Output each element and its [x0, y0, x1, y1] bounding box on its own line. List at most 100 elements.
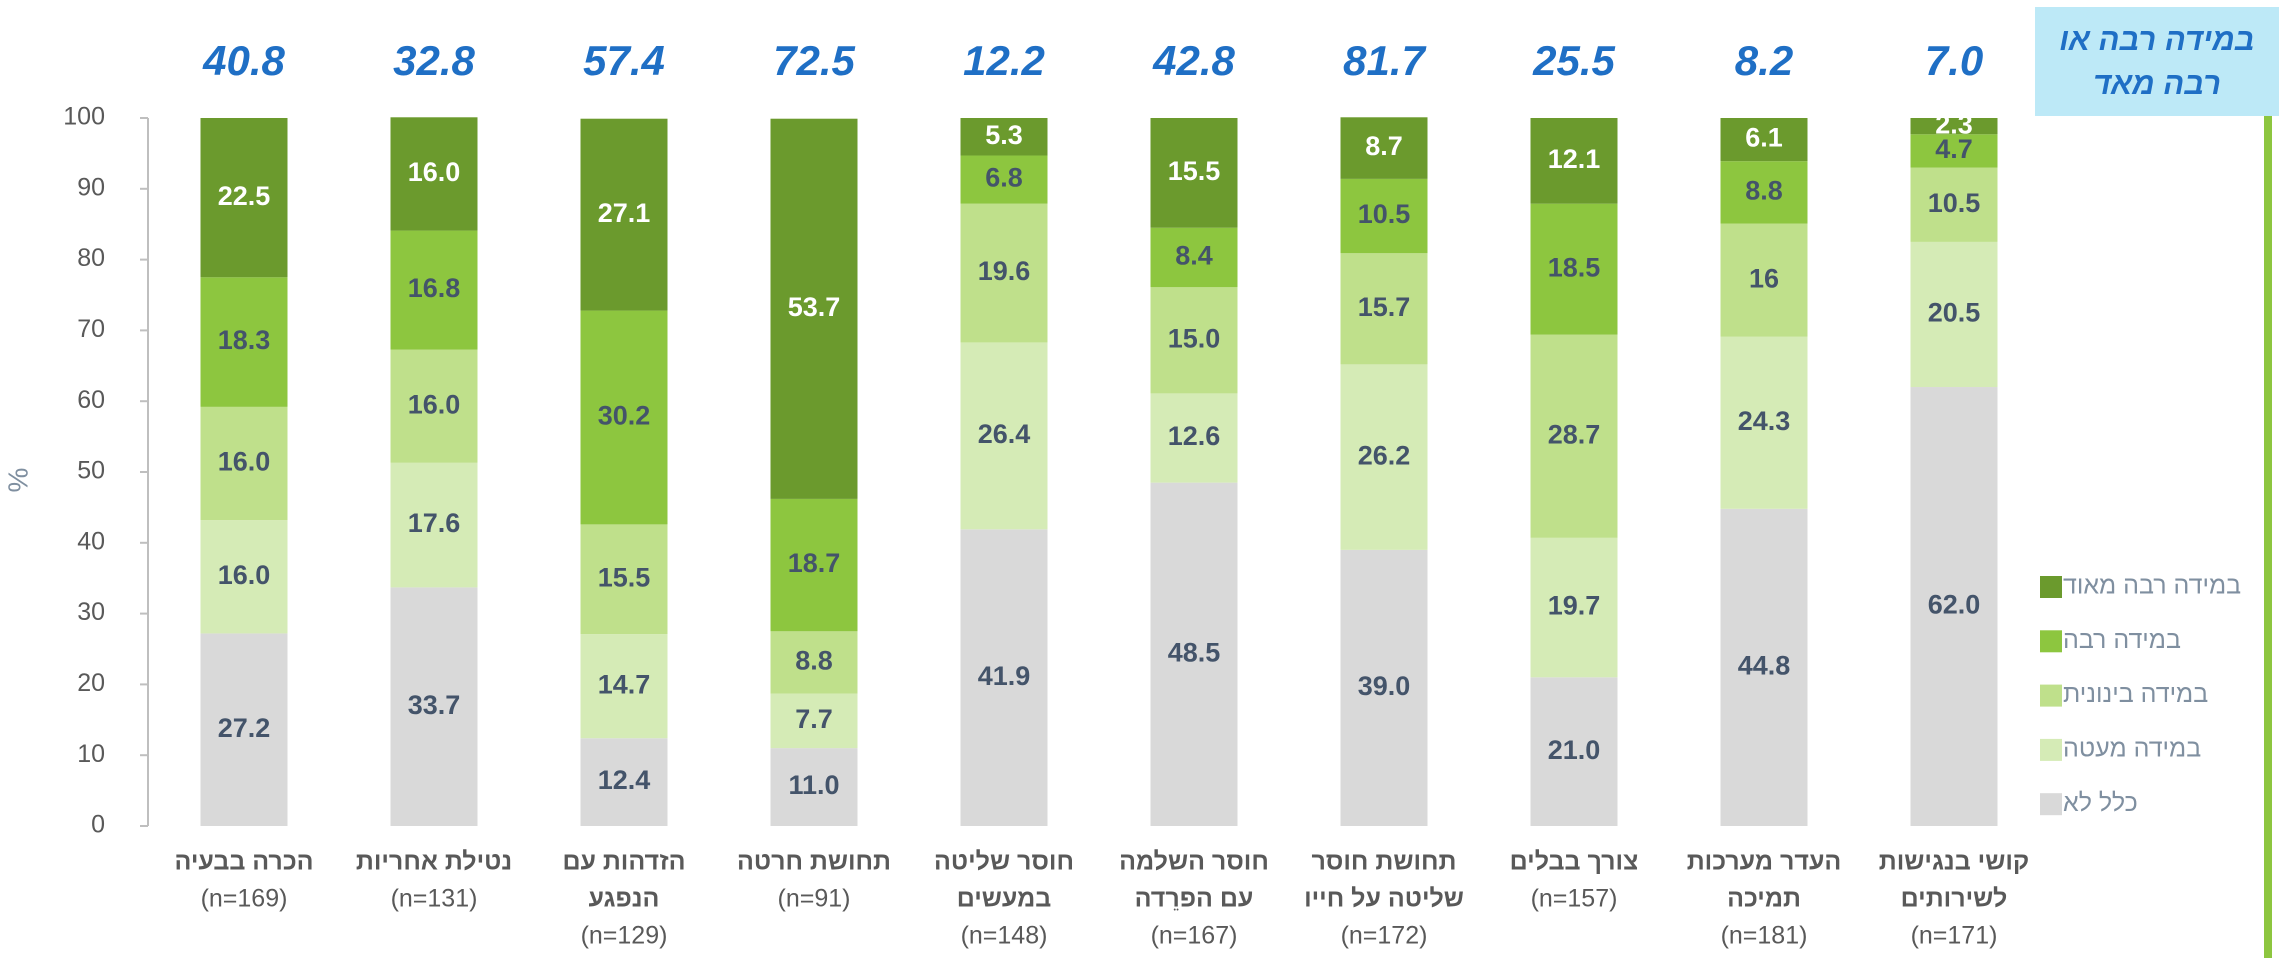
y-tick-label: 80	[77, 244, 105, 272]
bar-segment	[960, 203, 1048, 343]
bar-segment	[1720, 508, 1808, 826]
data-label: 41.9	[978, 661, 1031, 691]
y-tick-label: 50	[77, 457, 105, 485]
data-label: 10.5	[1358, 199, 1411, 229]
bar-segment	[1530, 118, 1618, 204]
bar-segment	[960, 342, 1048, 530]
y-tick-label: 100	[63, 103, 105, 131]
x-tick-label: (n=157)	[1531, 885, 1618, 913]
bar-segment	[390, 587, 478, 826]
data-label: 21.0	[1548, 735, 1601, 765]
data-label: 8.4	[1175, 241, 1213, 271]
bar-segment	[1530, 537, 1618, 678]
bar-segment	[1720, 118, 1808, 162]
data-label: 4.7	[1935, 134, 1973, 164]
bar-segment	[580, 118, 668, 311]
x-tick-label: עם הפרֵדה	[1135, 885, 1254, 913]
data-label: 16.0	[408, 389, 461, 419]
bar-segment	[200, 118, 288, 278]
x-tick-label: הכרה בבעיה	[174, 848, 313, 876]
highlight-title: במידה רבה או	[2059, 22, 2254, 57]
data-label: 19.7	[1548, 591, 1601, 621]
bar-segment	[390, 462, 478, 588]
highlight-label: 32.8	[393, 37, 475, 84]
data-label: 19.6	[978, 256, 1031, 286]
bar-segment	[960, 155, 1048, 204]
x-tick-label: (n=172)	[1341, 922, 1428, 950]
y-tick-label: 0	[91, 811, 105, 839]
bar-segment	[200, 406, 288, 521]
data-label: 16.0	[218, 447, 271, 477]
legend-label: במידה רבה	[2063, 626, 2181, 654]
bar-segment	[390, 230, 478, 350]
x-tick-label: חוסר שליטה	[934, 848, 1074, 876]
legend-swatch	[2040, 630, 2062, 653]
data-label: 28.7	[1548, 419, 1601, 449]
data-label: 12.6	[1168, 421, 1221, 451]
y-tick-label: 10	[77, 740, 105, 768]
x-tick-label: (n=169)	[201, 885, 288, 913]
bar-segment	[1530, 203, 1618, 335]
data-label: 18.3	[218, 325, 271, 355]
bar-segment	[1150, 118, 1238, 228]
bar-segment	[1340, 178, 1428, 254]
data-label: 30.2	[598, 401, 651, 431]
x-tick-label: שליטה על חייו	[1304, 885, 1464, 913]
bar-segment	[770, 693, 858, 749]
data-label: 10.5	[1928, 188, 1981, 218]
bar-segment	[770, 498, 858, 632]
legend-swatch	[2040, 684, 2062, 707]
highlight-label: 12.2	[963, 37, 1045, 84]
data-label: 27.2	[218, 713, 271, 743]
data-label: 16.0	[218, 560, 271, 590]
highlight-label: 40.8	[202, 37, 285, 84]
x-tick-label: תחושת חוסר	[1312, 848, 1457, 876]
bar-segment	[1720, 336, 1808, 509]
highlight-box	[2035, 7, 2279, 116]
data-label: 33.7	[408, 690, 461, 720]
data-label: 26.4	[978, 419, 1031, 449]
data-label: 44.8	[1738, 651, 1791, 681]
bar-segment	[770, 631, 858, 694]
x-tick-label: חוסר השלמה	[1119, 848, 1269, 876]
x-tick-label: (n=171)	[1911, 922, 1998, 950]
data-label: 16	[1749, 263, 1779, 293]
bar-segment	[580, 634, 668, 739]
y-tick-label: 90	[77, 173, 105, 201]
y-axis-label: %	[2, 468, 33, 493]
legend-label: במידה מעטה	[2063, 735, 2201, 763]
data-label: 48.5	[1168, 637, 1221, 667]
highlight-label: 42.8	[1152, 37, 1235, 84]
bar-segment	[1720, 223, 1808, 337]
data-label: 11.0	[788, 770, 839, 800]
x-tick-label: (n=131)	[391, 885, 478, 913]
highlight-label: 8.2	[1735, 37, 1793, 84]
bar-segment	[1340, 549, 1428, 826]
x-tick-label: העדר מערכות	[1687, 848, 1842, 876]
data-label: 14.7	[598, 669, 651, 699]
y-tick-label: 70	[77, 315, 105, 343]
data-label: 16.8	[408, 273, 461, 303]
bar-segment	[200, 633, 288, 826]
x-tick-label: (n=129)	[581, 922, 668, 950]
bar-segment	[1910, 118, 1998, 135]
bar-segment	[1340, 117, 1428, 179]
x-tick-label: נטילת אחריות	[356, 848, 512, 876]
legend-swatch	[2040, 793, 2062, 816]
legend-label: במידה בינונית	[2063, 680, 2208, 708]
legend-label: כלל לא	[2063, 789, 2138, 817]
data-label: 15.5	[598, 562, 651, 592]
data-label: 15.7	[1358, 292, 1411, 322]
bar-segment	[580, 738, 668, 826]
legend-label: במידה רבה מאוד	[2063, 572, 2241, 600]
bar-segment	[1910, 167, 1998, 242]
data-label: 15.5	[1168, 156, 1221, 186]
data-label: 5.3	[985, 120, 1023, 150]
data-label: 12.1	[1548, 144, 1601, 174]
y-tick-label: 60	[77, 386, 105, 414]
highlight-label: 57.4	[583, 37, 665, 84]
bar-segment	[1910, 387, 1998, 826]
x-tick-label: (n=181)	[1721, 922, 1808, 950]
highlight-label: 7.0	[1925, 37, 1983, 84]
x-tick-label: במעשים	[957, 885, 1052, 913]
